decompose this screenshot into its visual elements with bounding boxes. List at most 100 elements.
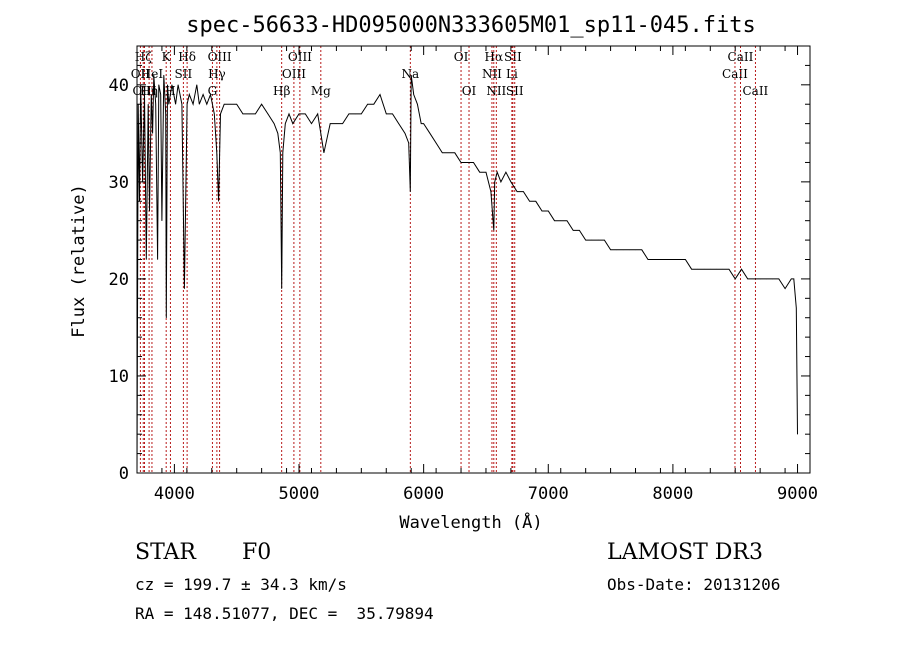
spectrum-point bbox=[354, 113, 356, 115]
spectrum-point bbox=[454, 152, 456, 154]
line-label-6: H bbox=[165, 84, 175, 98]
spectrum-point bbox=[691, 268, 692, 270]
spectrum-point bbox=[160, 94, 161, 95]
spectrum-point bbox=[772, 278, 773, 280]
spectrum-point bbox=[753, 278, 755, 280]
spectrum-point bbox=[348, 113, 350, 115]
spectrum-point bbox=[155, 103, 156, 105]
x-tick-label: 4000 bbox=[154, 484, 195, 504]
spectrum-point bbox=[199, 103, 200, 105]
spectrum-point bbox=[317, 113, 319, 115]
line-label-12: Hβ bbox=[273, 84, 290, 98]
spectrum-point bbox=[547, 210, 549, 212]
spectrum-point bbox=[741, 268, 742, 270]
x-tick-label: 7000 bbox=[528, 484, 569, 504]
spectrum-point bbox=[168, 103, 170, 105]
y-tick-label: 20 bbox=[109, 270, 129, 290]
spectrum-point bbox=[791, 278, 792, 280]
redshift-velocity: cz = 199.7 ± 34.3 km/s bbox=[135, 575, 347, 594]
spectrum-point bbox=[213, 113, 215, 115]
spectrum-point bbox=[460, 162, 462, 163]
line-label-5: K bbox=[162, 50, 172, 64]
spectrum-point bbox=[181, 103, 183, 105]
spectrum-point bbox=[479, 171, 481, 173]
spectrum-point bbox=[392, 113, 393, 115]
spectrum-point bbox=[554, 220, 555, 221]
spectrum-point bbox=[494, 181, 495, 183]
spectrum-point bbox=[728, 268, 730, 270]
spectrum-point bbox=[280, 152, 281, 154]
line-label-10: Hγ bbox=[208, 67, 226, 81]
spectrum-point bbox=[218, 200, 219, 202]
line-label-16: Na bbox=[401, 67, 419, 81]
spectrum-point bbox=[429, 133, 431, 134]
spectrum-point bbox=[149, 210, 150, 212]
spectrum-point bbox=[220, 113, 221, 115]
y-tick-label: 10 bbox=[109, 367, 129, 387]
spectrum-point bbox=[766, 278, 767, 280]
spectrum-point bbox=[216, 152, 218, 154]
spectrum-point bbox=[285, 123, 286, 124]
spectrum-point bbox=[448, 152, 449, 154]
spectrum-point bbox=[206, 103, 208, 105]
spectrum-point bbox=[510, 181, 512, 183]
spectrum-point bbox=[152, 133, 153, 134]
spectrum-point bbox=[716, 268, 717, 270]
spectrum-point bbox=[672, 259, 674, 260]
x-tick-label: 6000 bbox=[403, 484, 444, 504]
spectrum-point bbox=[647, 259, 649, 260]
spectrum-point bbox=[572, 230, 574, 231]
spectrum-point bbox=[505, 171, 507, 173]
spectrum-point bbox=[320, 133, 322, 134]
spectrum-point bbox=[404, 133, 406, 134]
spectrum-point bbox=[177, 84, 179, 86]
spectrum-point bbox=[158, 84, 160, 86]
spectrum-point bbox=[408, 142, 409, 144]
spectrum-point bbox=[186, 103, 188, 105]
spectrum-point bbox=[167, 84, 168, 86]
spectrum-point bbox=[267, 113, 269, 115]
line-label-25: CaII bbox=[722, 67, 748, 81]
spectrum-point bbox=[255, 113, 256, 115]
spectrum-point bbox=[641, 249, 643, 251]
spectrum-point bbox=[277, 133, 279, 134]
spectrum-point bbox=[146, 259, 147, 260]
spectrum-point bbox=[398, 123, 400, 124]
spectrum-point bbox=[709, 268, 711, 270]
spectrum-point bbox=[298, 113, 300, 115]
spectrum-point bbox=[311, 123, 312, 124]
line-label-27: CaII bbox=[742, 84, 768, 98]
spectrum-point bbox=[323, 152, 325, 154]
spectrum-point bbox=[163, 74, 165, 76]
spectrum-point bbox=[523, 191, 524, 192]
line-label-26: CaII bbox=[728, 50, 754, 64]
spectrum-point bbox=[604, 239, 605, 241]
line-label-18: OI bbox=[462, 84, 477, 98]
spectrum-point bbox=[202, 94, 204, 95]
line-label-23: SII bbox=[504, 50, 522, 64]
spectrum-point bbox=[759, 278, 761, 280]
line-label-1: Hζ bbox=[135, 50, 152, 64]
line-label-24: SII bbox=[506, 84, 524, 98]
line-label-4: HeI bbox=[141, 67, 164, 81]
spectrum-point bbox=[697, 268, 699, 270]
spectrum-point bbox=[734, 278, 736, 280]
y-tick-label: 30 bbox=[109, 173, 129, 193]
spectrum-point bbox=[144, 94, 145, 95]
spectrum-series bbox=[136, 74, 798, 474]
spectrum-point bbox=[616, 249, 618, 251]
chart-title: spec-56633-HD095000N333605M01_sp11-045.f… bbox=[186, 13, 756, 38]
spectrum-point bbox=[361, 113, 362, 115]
spectrum-point bbox=[417, 103, 418, 105]
line-label-22: Li bbox=[506, 67, 518, 81]
spectrum-point bbox=[210, 94, 211, 95]
spectrum-point bbox=[496, 171, 498, 173]
y-tick-label: 40 bbox=[109, 76, 129, 96]
spectrum-point bbox=[170, 94, 171, 95]
line-label-15: Mg bbox=[311, 84, 331, 98]
spectrum-point bbox=[797, 433, 798, 435]
spectrum-point bbox=[610, 249, 611, 251]
spectrum-point bbox=[336, 123, 337, 124]
spectrum-point bbox=[230, 103, 231, 105]
